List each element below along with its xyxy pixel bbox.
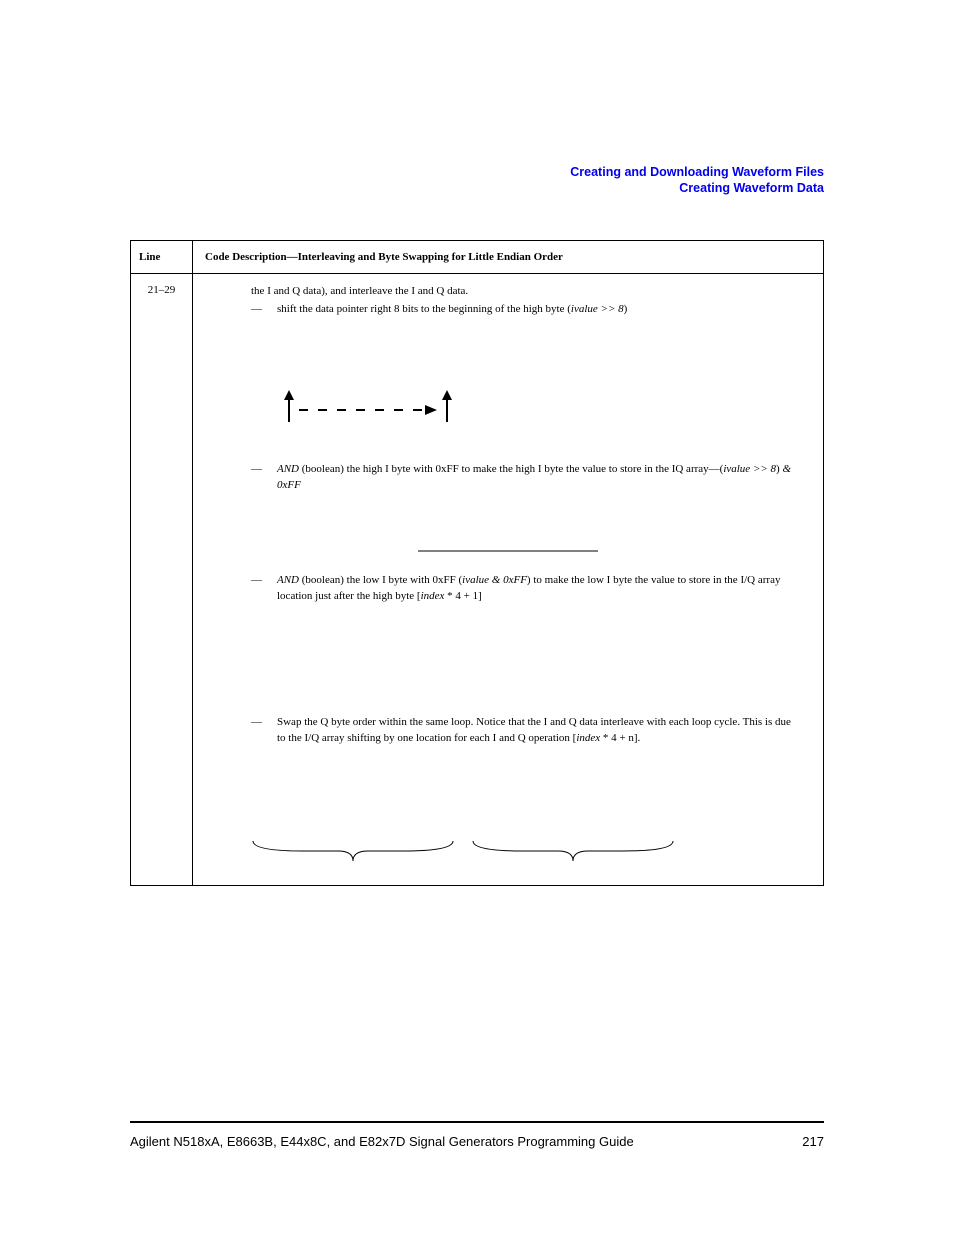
- table-header-row: Line Code Description—Interleaving and B…: [131, 241, 823, 274]
- page-header: Creating and Downloading Waveform Files …: [570, 165, 824, 196]
- dash-icon: —: [251, 302, 269, 318]
- bullet-text: shift the data pointer right 8 bits to t…: [277, 303, 627, 315]
- bullet-text: Swap the Q byte order within the same lo…: [277, 716, 791, 744]
- arrow-diagram: [273, 388, 463, 432]
- bullet-item: — AND (boolean) the low I byte with 0xFF…: [251, 573, 793, 605]
- description-cell: the I and Q data), and interleave the I …: [193, 274, 823, 885]
- bullet-item: — shift the data pointer right 8 bits to…: [251, 302, 793, 318]
- col-header-line: Line: [131, 241, 193, 273]
- code-description-table: Line Code Description—Interleaving and B…: [130, 240, 824, 886]
- divider-line: [418, 549, 598, 553]
- dash-icon: —: [251, 715, 269, 731]
- header-line-2: Creating Waveform Data: [570, 181, 824, 197]
- footer-title: Agilent N518xA, E8663B, E44x8C, and E82x…: [130, 1134, 634, 1149]
- col-header-desc: Code Description—Interleaving and Byte S…: [193, 241, 823, 273]
- braces-diagram: [243, 837, 683, 867]
- footer-rule: [130, 1121, 824, 1123]
- intro-text: the I and Q data), and interleave the I …: [251, 284, 793, 300]
- page: Creating and Downloading Waveform Files …: [0, 0, 954, 1235]
- page-number: 217: [802, 1134, 824, 1149]
- dash-icon: —: [251, 462, 269, 478]
- page-footer: Agilent N518xA, E8663B, E44x8C, and E82x…: [130, 1134, 824, 1149]
- bullet-item: — Swap the Q byte order within the same …: [251, 715, 793, 747]
- bullet-text: AND (boolean) the high I byte with 0xFF …: [277, 463, 791, 491]
- dash-icon: —: [251, 573, 269, 589]
- bullet-item: — AND (boolean) the high I byte with 0xF…: [251, 462, 793, 494]
- bullet-text: AND (boolean) the low I byte with 0xFF (…: [277, 574, 780, 602]
- header-line-1: Creating and Downloading Waveform Files: [570, 165, 824, 181]
- table-row: 21–29 the I and Q data), and interleave …: [131, 274, 823, 885]
- line-range: 21–29: [131, 274, 193, 885]
